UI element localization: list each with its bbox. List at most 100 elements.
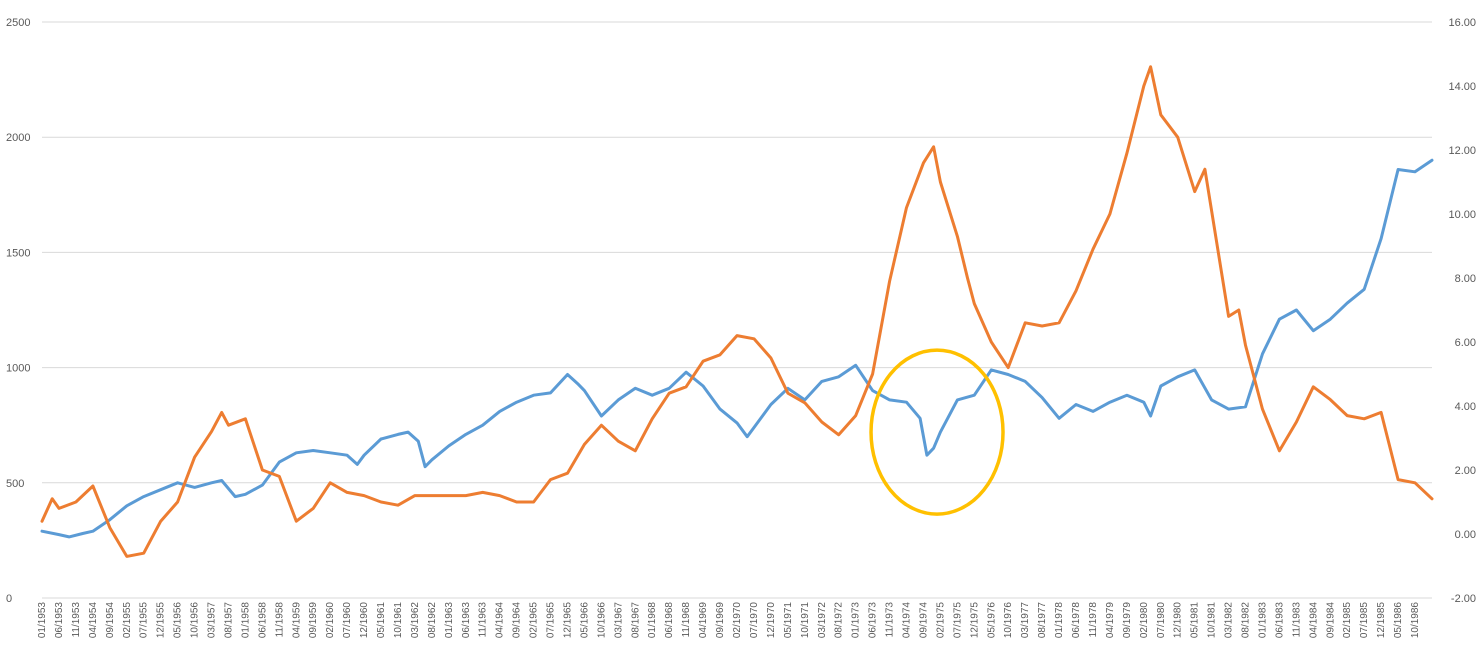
left-tick-label: 1500	[6, 247, 30, 259]
x-tick-label: 10/1986	[1410, 602, 1421, 639]
x-tick-label: 07/1985	[1359, 602, 1370, 639]
x-tick-label: 02/1965	[529, 602, 540, 639]
x-tick-label: 05/1986	[1393, 602, 1404, 639]
x-tick-label: 10/1976	[1003, 602, 1014, 639]
x-tick-label: 10/1966	[596, 602, 607, 639]
x-tick-label: 06/1973	[868, 602, 879, 639]
x-tick-label: 11/1973	[885, 602, 896, 638]
x-tick-label: 05/1961	[376, 602, 387, 639]
right-tick-label: 14.00	[1448, 81, 1476, 93]
x-tick-label: 09/1954	[105, 602, 116, 639]
right-tick-label: 4.00	[1455, 401, 1476, 413]
x-tick-label: 04/1959	[291, 602, 302, 639]
x-tick-label: 12/1975	[969, 602, 980, 639]
annotation-layer	[869, 348, 1005, 516]
right-tick-label: 12.00	[1448, 145, 1476, 157]
left-axis: 0 500 1000 1500 2000 2500	[6, 17, 30, 605]
x-tick-label: 06/1983	[1274, 602, 1285, 639]
x-tick-label: 08/1962	[427, 602, 438, 639]
series-line-blue	[40, 158, 1434, 539]
x-tick-label: 03/1962	[410, 602, 421, 639]
x-tick-label: 01/1963	[444, 602, 455, 639]
x-tick-label: 05/1976	[986, 602, 997, 639]
x-tick-label: 06/1963	[461, 602, 472, 639]
x-tick-label: 04/1974	[902, 602, 913, 639]
x-tick-label: 07/1975	[952, 602, 963, 639]
x-tick-label: 05/1956	[173, 602, 184, 639]
x-tick-label: 11/1968	[681, 602, 692, 638]
right-tick-label: 2.00	[1455, 465, 1476, 477]
x-tick-label: 09/1964	[512, 602, 523, 639]
x-tick-label: 01/1983	[1257, 602, 1268, 639]
x-tick-label: 09/1974	[918, 602, 929, 639]
left-tick-label: 2000	[6, 132, 30, 144]
left-tick-label: 2500	[6, 17, 30, 29]
x-tick-label: 08/1967	[630, 602, 641, 639]
x-tick-label: 03/1977	[1020, 602, 1031, 639]
x-tick-label: 12/1980	[1173, 602, 1184, 639]
x-tick-label: 02/1955	[122, 602, 133, 639]
highlight-ellipse	[869, 348, 1005, 516]
x-tick-label: 07/1955	[139, 602, 150, 639]
x-tick-label: 05/1966	[579, 602, 590, 639]
x-tick-label: 08/1977	[1037, 602, 1048, 639]
right-tick-label: -2.00	[1451, 593, 1476, 605]
x-tick-label: 05/1981	[1190, 602, 1201, 639]
x-tick-label: 09/1984	[1325, 602, 1336, 639]
left-tick-label: 500	[6, 478, 24, 490]
x-tick-label: 03/1957	[207, 602, 218, 639]
x-tick-label: 11/1953	[71, 602, 82, 638]
x-tick-label: 12/1960	[359, 602, 370, 639]
x-tick-label: 08/1972	[834, 602, 845, 639]
x-tick-label: 04/1984	[1308, 602, 1319, 639]
x-tick-label: 03/1967	[613, 602, 624, 639]
x-tick-label: 04/1964	[495, 602, 506, 639]
x-tick-label: 04/1969	[698, 602, 709, 639]
x-tick-label: 07/1965	[546, 602, 557, 639]
x-tick-label: 07/1960	[342, 602, 353, 639]
x-tick-label: 10/1956	[190, 602, 201, 639]
right-tick-label: 10.00	[1448, 209, 1476, 221]
x-tick-label: 09/1979	[1122, 602, 1133, 639]
x-tick-label: 12/1985	[1376, 602, 1387, 639]
right-tick-label: 16.00	[1448, 17, 1476, 29]
x-tick-label: 10/1981	[1207, 602, 1218, 639]
right-tick-label: 8.00	[1455, 273, 1476, 285]
x-tick-label: 11/1978	[1088, 602, 1099, 638]
gridlines	[42, 21, 1432, 599]
left-tick-label: 0	[6, 593, 12, 605]
x-tick-label: 01/1968	[647, 602, 658, 639]
series-layer	[40, 65, 1434, 558]
x-axis: 01/1953 06/1953 11/1953 04/1954 09/1954 02/19…	[37, 602, 1421, 639]
x-tick-label: 07/1980	[1156, 602, 1167, 639]
x-tick-label: 01/1978	[1054, 602, 1065, 639]
x-tick-label: 02/1985	[1342, 602, 1353, 639]
right-axis: -2.00 0.00 2.00 4.00 6.00 8.00 10.00 12.00 14.00…	[1448, 17, 1476, 605]
x-tick-label: 06/1978	[1071, 602, 1082, 639]
x-tick-label: 06/1958	[257, 602, 268, 639]
x-tick-label: 03/1982	[1224, 602, 1235, 639]
x-tick-label: 06/1953	[54, 602, 65, 639]
x-tick-label: 01/1958	[240, 602, 251, 639]
x-tick-label: 08/1957	[223, 602, 234, 639]
x-tick-label: 02/1975	[935, 602, 946, 639]
x-tick-label: 10/1961	[393, 602, 404, 639]
x-tick-label: 06/1968	[664, 602, 675, 639]
right-tick-label: 6.00	[1455, 337, 1476, 349]
x-tick-label: 11/1958	[274, 602, 285, 638]
x-tick-label: 01/1953	[37, 602, 48, 639]
x-tick-label: 09/1969	[715, 602, 726, 639]
x-tick-label: 01/1973	[851, 602, 862, 639]
series-line-orange	[40, 65, 1434, 558]
x-tick-label: 02/1960	[325, 602, 336, 639]
x-tick-label: 07/1970	[749, 602, 760, 639]
x-tick-label: 12/1965	[562, 602, 573, 639]
x-tick-label: 11/1963	[478, 602, 489, 638]
right-tick-label: 0.00	[1455, 529, 1476, 541]
x-tick-label: 02/1970	[732, 602, 743, 639]
x-tick-label: 11/1983	[1291, 602, 1302, 638]
x-tick-label: 09/1959	[308, 602, 319, 639]
x-tick-label: 10/1971	[800, 602, 811, 639]
